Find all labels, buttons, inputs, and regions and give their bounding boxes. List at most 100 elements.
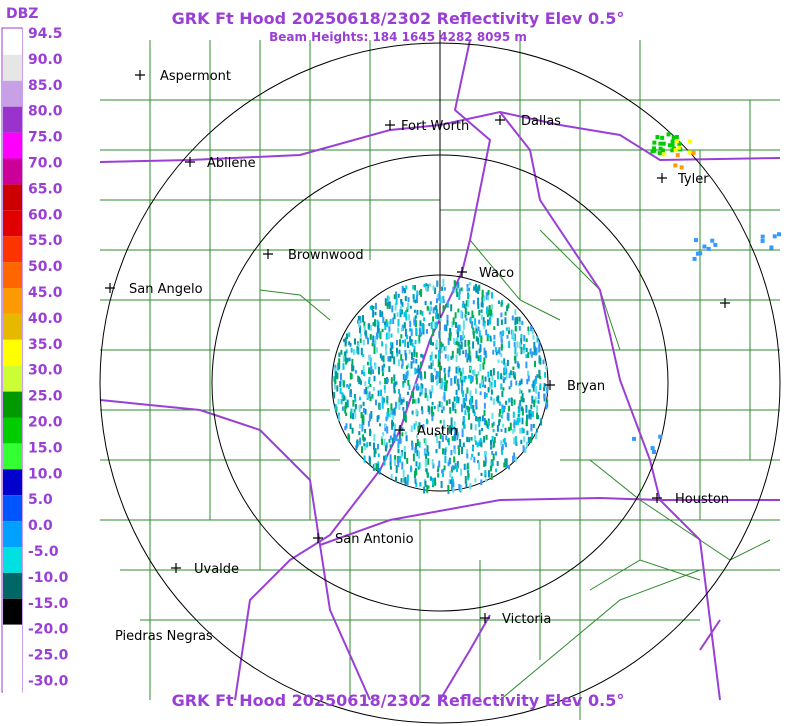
echo — [486, 313, 489, 318]
echo — [442, 472, 444, 477]
echo — [393, 356, 396, 365]
echo — [423, 284, 426, 288]
echo — [469, 397, 472, 405]
echo — [519, 380, 522, 386]
echo — [486, 424, 489, 428]
echo — [650, 446, 655, 451]
echo — [472, 330, 475, 339]
echo — [416, 435, 419, 439]
echo — [438, 294, 441, 301]
echo — [368, 368, 371, 375]
echo — [513, 374, 516, 379]
echo — [660, 148, 665, 153]
echo — [366, 361, 369, 366]
echo — [444, 354, 447, 359]
echo — [674, 134, 679, 139]
echo — [498, 401, 501, 406]
echo — [405, 315, 408, 321]
echo — [396, 339, 398, 346]
echo — [368, 413, 371, 422]
echo — [431, 401, 434, 406]
echo — [457, 396, 460, 401]
echo — [491, 435, 494, 442]
echo — [523, 436, 526, 443]
echo — [475, 440, 477, 445]
echo — [661, 141, 666, 146]
echo — [377, 453, 380, 457]
echo — [390, 403, 393, 412]
echo — [415, 421, 418, 426]
echo — [491, 304, 494, 310]
echo — [460, 485, 463, 492]
echo — [443, 287, 446, 291]
echo — [505, 464, 508, 469]
city-label: Dallas — [521, 114, 561, 129]
echo — [467, 374, 470, 379]
echo — [415, 358, 418, 364]
echo — [527, 375, 530, 382]
legend-swatch — [3, 443, 22, 470]
echo — [495, 351, 498, 356]
echo — [467, 473, 470, 478]
echo — [474, 318, 477, 326]
echo — [462, 350, 465, 355]
echo — [407, 379, 410, 386]
city-marker — [480, 613, 490, 623]
echo — [398, 397, 401, 404]
echo — [501, 391, 504, 397]
echo — [422, 329, 425, 335]
legend-label: 30.0 — [28, 363, 63, 379]
echo — [354, 370, 357, 374]
echo — [457, 308, 460, 313]
city-marker — [652, 493, 662, 503]
echo — [466, 469, 469, 474]
echo — [688, 139, 693, 144]
echo — [508, 372, 511, 379]
echo — [350, 347, 353, 353]
echo — [378, 328, 381, 332]
echo — [458, 367, 461, 373]
echo — [769, 245, 774, 250]
legend-label: 60.0 — [28, 207, 63, 223]
echo — [539, 383, 542, 389]
echo — [491, 423, 494, 428]
echo — [440, 297, 443, 303]
city-marker — [263, 249, 273, 259]
echo — [484, 470, 487, 476]
echo — [477, 297, 480, 306]
echo — [408, 384, 411, 390]
echo — [394, 423, 396, 431]
echo — [695, 251, 700, 256]
echo — [475, 378, 478, 385]
echo — [402, 373, 405, 380]
echo — [437, 359, 440, 368]
echo — [503, 377, 506, 381]
echo — [388, 366, 391, 373]
echo — [399, 310, 402, 318]
legend-swatch — [3, 313, 22, 340]
echo — [406, 370, 409, 376]
legend-swatch — [3, 547, 22, 573]
echo — [434, 375, 437, 380]
echo — [472, 341, 475, 349]
echo — [387, 301, 390, 307]
echo — [546, 386, 549, 394]
echo — [350, 393, 353, 397]
echo — [399, 309, 402, 314]
echo — [702, 244, 707, 249]
echo — [453, 396, 456, 402]
echo — [458, 292, 461, 300]
echo — [421, 406, 423, 411]
echo — [404, 339, 407, 347]
echo — [449, 424, 452, 433]
echo — [379, 331, 382, 340]
echo — [713, 242, 718, 247]
echo — [445, 380, 448, 388]
echo — [499, 409, 501, 415]
echo — [382, 316, 385, 323]
echo — [460, 310, 463, 318]
echo — [438, 330, 441, 339]
echo — [677, 141, 682, 146]
legend-label: 85.0 — [28, 78, 63, 94]
echo — [372, 309, 375, 318]
